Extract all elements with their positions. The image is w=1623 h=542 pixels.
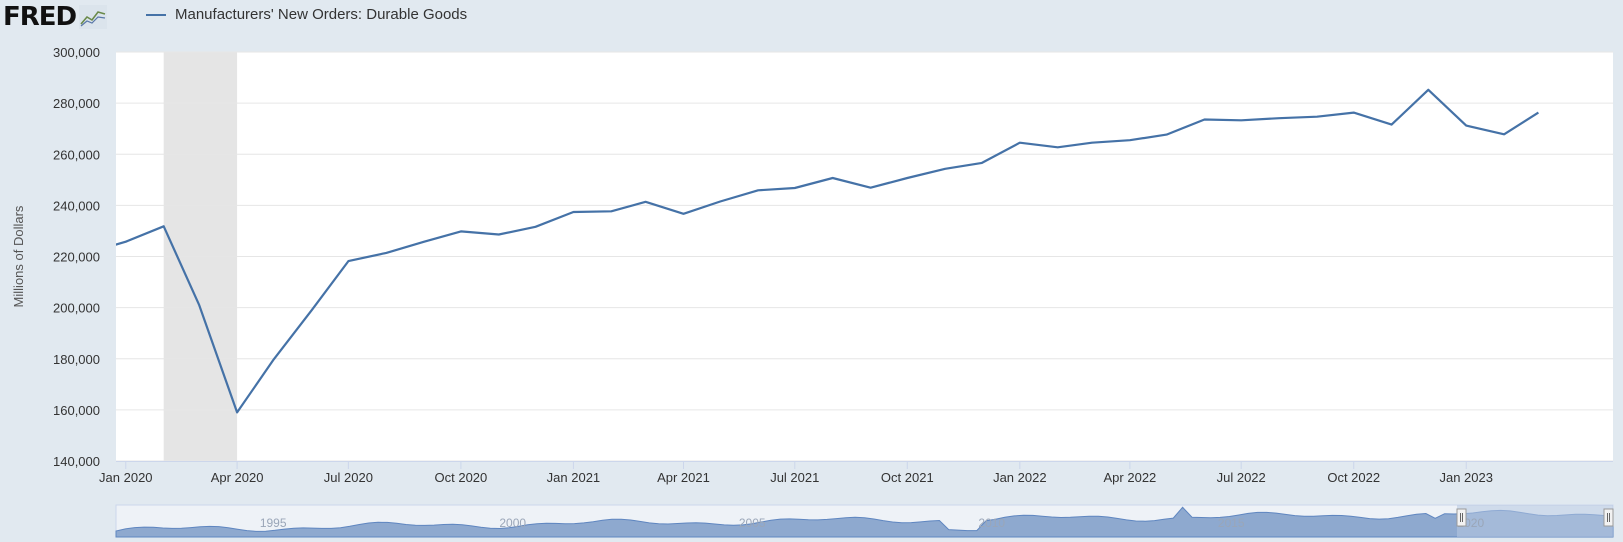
data-point[interactable] bbox=[383, 250, 389, 256]
data-point[interactable] bbox=[1425, 87, 1431, 93]
data-point[interactable] bbox=[680, 211, 686, 217]
navigator-handle[interactable] bbox=[1603, 508, 1614, 527]
data-point[interactable] bbox=[643, 199, 649, 205]
y-tick-label: 160,000 bbox=[53, 403, 100, 418]
x-tick-label: Oct 2021 bbox=[881, 470, 934, 485]
data-point[interactable] bbox=[792, 185, 798, 191]
x-tick-label: Jul 2022 bbox=[1217, 470, 1266, 485]
navigator-tick-label: 2010 bbox=[978, 516, 1005, 530]
y-tick-label: 240,000 bbox=[53, 198, 100, 213]
data-point[interactable] bbox=[458, 228, 464, 234]
data-point[interactable] bbox=[1017, 140, 1023, 146]
x-tick-label: Apr 2020 bbox=[211, 470, 264, 485]
fred-logo-text: FRED bbox=[3, 2, 77, 32]
navigator-selection[interactable] bbox=[1457, 505, 1613, 537]
data-point[interactable] bbox=[1535, 110, 1541, 116]
series-line bbox=[116, 88, 1539, 414]
y-tick-label: 200,000 bbox=[53, 301, 100, 316]
x-tick-label: Oct 2022 bbox=[1327, 470, 1380, 485]
data-point[interactable] bbox=[1164, 132, 1170, 138]
x-tick-label: Jul 2021 bbox=[770, 470, 819, 485]
y-axis-title: Millions of Dollars bbox=[11, 205, 26, 307]
navigator-handle-body[interactable] bbox=[1456, 508, 1467, 527]
data-point[interactable] bbox=[234, 409, 240, 415]
x-tick-label: Jan 2021 bbox=[547, 470, 601, 485]
data-point[interactable] bbox=[755, 187, 761, 193]
navigator-tick-label: 2000 bbox=[499, 516, 526, 530]
y-tick-label: 280,000 bbox=[53, 96, 100, 111]
data-point[interactable] bbox=[1314, 114, 1320, 120]
y-tick-label: 260,000 bbox=[53, 147, 100, 162]
data-point[interactable] bbox=[904, 175, 910, 181]
data-point[interactable] bbox=[123, 239, 129, 245]
navigator-tick-label: 2015 bbox=[1218, 516, 1245, 530]
data-point[interactable] bbox=[196, 302, 202, 308]
y-tick-label: 300,000 bbox=[53, 45, 100, 60]
data-point[interactable] bbox=[1501, 131, 1507, 137]
data-point[interactable] bbox=[1127, 137, 1133, 143]
data-point[interactable] bbox=[345, 258, 351, 264]
x-tick-label: Jan 2022 bbox=[993, 470, 1047, 485]
data-point[interactable] bbox=[570, 209, 576, 215]
data-point[interactable] bbox=[533, 224, 539, 230]
navigator-handle[interactable] bbox=[1456, 508, 1467, 527]
data-point[interactable] bbox=[1089, 140, 1095, 146]
navigator-handle-body[interactable] bbox=[1603, 508, 1614, 527]
data-point[interactable] bbox=[942, 166, 948, 172]
x-tick-label: Apr 2021 bbox=[657, 470, 710, 485]
data-point[interactable] bbox=[1276, 115, 1282, 121]
data-point[interactable] bbox=[1351, 110, 1357, 116]
x-tick-label: Oct 2020 bbox=[435, 470, 488, 485]
data-point[interactable] bbox=[979, 160, 985, 166]
data-point[interactable] bbox=[1202, 116, 1208, 122]
x-axis-ticks: Jan 2020 Apr 2020 Jul 2020 Oct 2020 Jan 2021… bbox=[99, 461, 1613, 485]
legend-label: Manufacturers' New Orders: Durable Goods bbox=[175, 6, 468, 23]
data-point[interactable] bbox=[421, 239, 427, 245]
y-tick-label: 220,000 bbox=[53, 250, 100, 265]
x-tick-label: Jan 2023 bbox=[1439, 470, 1493, 485]
data-point[interactable] bbox=[1463, 123, 1469, 129]
data-point[interactable] bbox=[1055, 144, 1061, 150]
data-point[interactable] bbox=[1238, 117, 1244, 123]
x-tick-label: Jan 2020 bbox=[99, 470, 153, 485]
fred-logo[interactable]: FRED bbox=[3, 2, 108, 32]
data-point[interactable] bbox=[309, 307, 315, 313]
data-point[interactable] bbox=[868, 185, 874, 191]
navigator-area bbox=[115, 506, 1614, 538]
data-point[interactable] bbox=[161, 223, 167, 229]
data-point[interactable] bbox=[496, 232, 502, 238]
y-axis-ticks: 140,000 160,000 180,000 200,000 220,000 240,0… bbox=[53, 45, 100, 469]
data-point[interactable] bbox=[717, 199, 723, 205]
x-tick-label: Apr 2022 bbox=[1104, 470, 1157, 485]
range-navigator[interactable]: 1995 2000 2005 2010 2015 2020 bbox=[115, 504, 1614, 538]
y-tick-label: 180,000 bbox=[53, 352, 100, 367]
y-tick-label: 140,000 bbox=[53, 454, 100, 469]
data-point[interactable] bbox=[1389, 122, 1395, 128]
navigator-tick-label: 1995 bbox=[260, 516, 287, 530]
line-chart-icon bbox=[79, 5, 108, 29]
data-point[interactable] bbox=[271, 356, 277, 362]
chart-legend[interactable]: Manufacturers' New Orders: Durable Goods bbox=[146, 6, 467, 23]
navigator-tick-label: 2005 bbox=[739, 516, 766, 530]
legend-line-swatch bbox=[146, 13, 166, 16]
x-tick-label: Jul 2020 bbox=[324, 470, 373, 485]
data-point[interactable] bbox=[608, 208, 614, 214]
data-point[interactable] bbox=[830, 175, 836, 181]
